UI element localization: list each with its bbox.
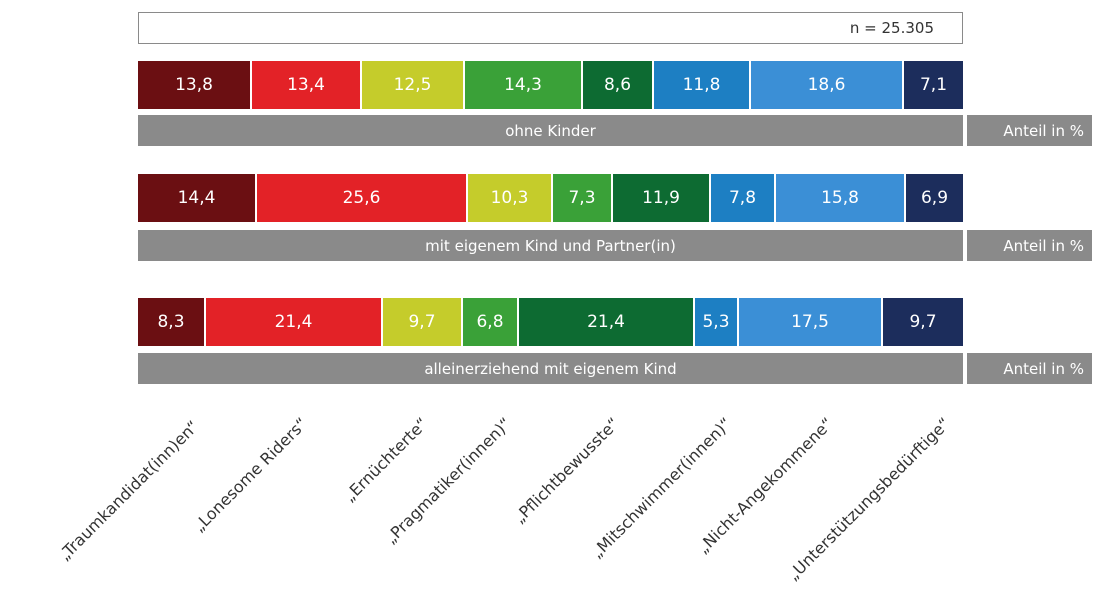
bar-segment: 13,4	[252, 61, 362, 109]
bar-segment: 18,6	[751, 61, 904, 109]
bar-row: 13,8 13,4 12,5 14,3 8,6 11,8 18,6 7,1	[138, 61, 963, 109]
bar-segment: 6,9	[906, 174, 963, 222]
category-label: „Ernüchterte“	[339, 413, 432, 506]
category-label: „Traumkandidat(inn)en“	[54, 416, 203, 564]
bar-segment: 14,3	[465, 61, 583, 109]
bar-segment: 6,8	[463, 298, 519, 346]
bar-segment: 21,4	[206, 298, 383, 346]
bar-segment: 21,4	[519, 298, 695, 346]
bar-segment: 9,7	[383, 298, 463, 346]
unit-label: Anteil in %	[967, 353, 1092, 384]
sample-size-box: n = 25.305	[138, 12, 963, 44]
bar-segment: 7,1	[904, 61, 963, 109]
bar-segment: 13,8	[138, 61, 252, 109]
bar-segment: 15,8	[776, 174, 906, 222]
unit-label: Anteil in %	[967, 230, 1092, 261]
bar-segment: 25,6	[257, 174, 468, 222]
bar-segment: 11,8	[654, 61, 751, 109]
bar-segment: 10,3	[468, 174, 553, 222]
bar-row: 14,4 25,6 10,3 7,3 11,9 7,8 15,8 6,9	[138, 174, 963, 222]
bar-segment: 14,4	[138, 174, 257, 222]
bar-segment: 11,9	[613, 174, 711, 222]
bar-segment: 8,3	[138, 298, 206, 346]
category-label: „Pflichtbewusste“	[509, 413, 624, 527]
bar-segment: 5,3	[695, 298, 739, 346]
bar-segment: 12,5	[362, 61, 465, 109]
group-label: alleinerziehend mit eigenem Kind	[138, 353, 963, 384]
unit-label: Anteil in %	[967, 115, 1092, 146]
bar-segment: 9,7	[883, 298, 963, 346]
group-label: ohne Kinder	[138, 115, 963, 146]
group-label: mit eigenem Kind und Partner(in)	[138, 230, 963, 261]
bar-segment: 17,5	[739, 298, 883, 346]
bar-segment: 7,8	[711, 174, 776, 222]
bar-segment: 7,3	[553, 174, 613, 222]
bar-row: 8,3 21,4 9,7 6,8 21,4 5,3 17,5 9,7	[138, 298, 963, 346]
bar-segment: 8,6	[583, 61, 654, 109]
category-label: „Lonesome Riders“	[189, 413, 312, 536]
